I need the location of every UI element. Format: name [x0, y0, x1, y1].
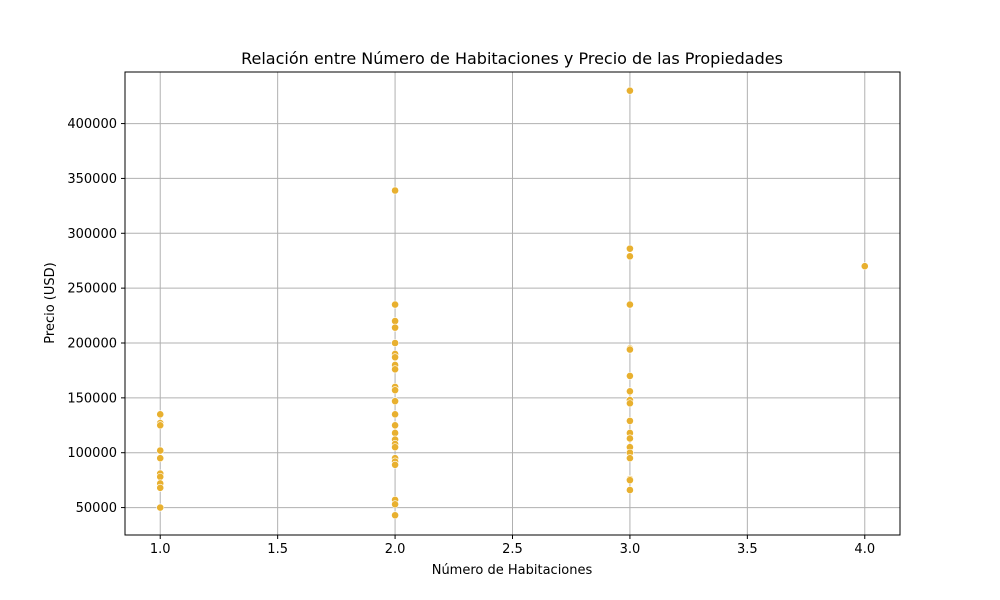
- data-point: [391, 300, 399, 309]
- data-point: [391, 429, 399, 437]
- data-point: [626, 434, 634, 443]
- x-tick-label: 4.0: [854, 542, 875, 557]
- data-point: [391, 397, 399, 406]
- x-tick-label: 1.0: [150, 542, 171, 557]
- data-point: [860, 262, 869, 271]
- chart-title: Relación entre Número de Habitaciones y …: [241, 49, 783, 68]
- data-point: [626, 252, 634, 261]
- data-point: [156, 446, 165, 455]
- y-axis-ticks: 50000 100000 150000 200000 250000 300000 35000…: [67, 117, 125, 516]
- x-tick-label: 3.5: [737, 542, 758, 557]
- data-point: [391, 421, 399, 430]
- y-axis-title: Precio (USD): [43, 262, 58, 343]
- x-axis-title: Número de Habitaciones: [432, 563, 593, 578]
- data-point: [391, 353, 399, 362]
- data-point: [391, 500, 399, 509]
- data-point: [156, 503, 165, 512]
- data-point: [626, 476, 634, 485]
- data-point: [156, 410, 165, 419]
- y-tick-label: 100000: [67, 446, 117, 461]
- y-tick-label: 250000: [67, 282, 117, 297]
- data-point: [156, 421, 165, 430]
- data-points: [156, 86, 869, 520]
- x-tick-label: 2.5: [502, 542, 523, 557]
- y-tick-label: 50000: [76, 501, 117, 516]
- data-point: [156, 454, 165, 463]
- data-point: [391, 460, 399, 469]
- data-point: [626, 416, 634, 425]
- data-point: [391, 443, 399, 452]
- data-point: [391, 339, 399, 347]
- data-point: [626, 387, 634, 396]
- data-point: [156, 472, 165, 481]
- data-point: [391, 323, 399, 332]
- data-point: [626, 345, 634, 354]
- data-point: [626, 486, 634, 494]
- x-tick-label: 3.0: [620, 542, 641, 557]
- y-tick-label: 400000: [67, 117, 117, 132]
- x-tick-label: 1.5: [267, 542, 288, 557]
- data-point: [391, 365, 399, 374]
- data-point: [626, 86, 634, 95]
- data-point: [391, 386, 399, 395]
- data-point: [391, 511, 399, 520]
- data-point: [626, 399, 634, 408]
- data-point: [626, 244, 634, 253]
- data-point: [391, 410, 399, 419]
- x-axis-ticks: 1.0 1.5 2.0 2.5 3.0 3.5 4.0: [150, 535, 875, 557]
- grid-lines: [125, 72, 900, 535]
- data-point: [626, 300, 634, 309]
- data-point: [626, 372, 634, 380]
- y-tick-label: 350000: [67, 172, 117, 187]
- data-point: [391, 186, 399, 195]
- y-tick-label: 150000: [67, 391, 117, 406]
- data-point: [626, 454, 634, 463]
- y-tick-label: 300000: [67, 227, 117, 242]
- x-tick-label: 2.0: [385, 542, 406, 557]
- y-tick-label: 200000: [67, 336, 117, 351]
- data-point: [391, 317, 399, 325]
- data-point: [156, 483, 165, 492]
